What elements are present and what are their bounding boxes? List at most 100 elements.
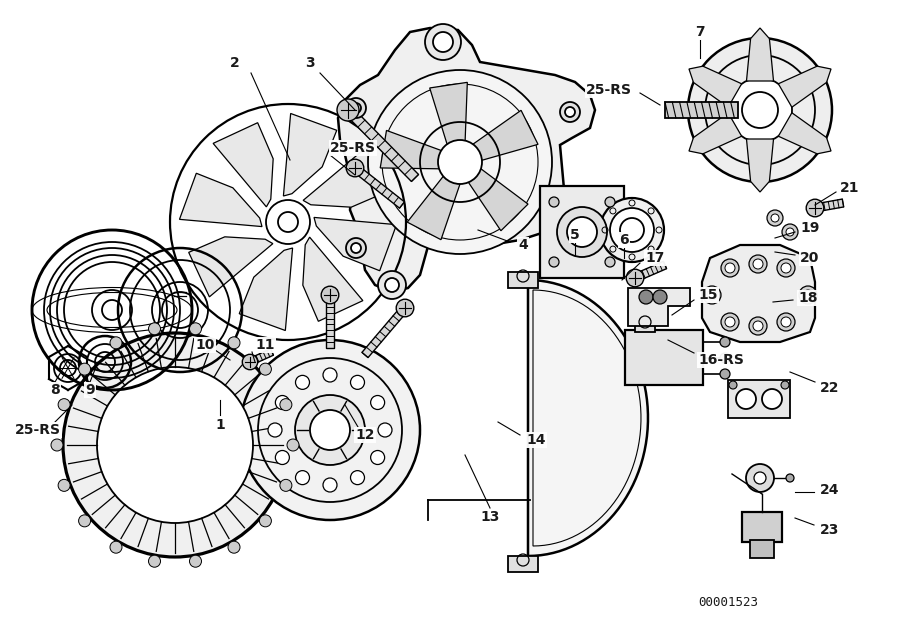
Circle shape: [565, 107, 575, 117]
Polygon shape: [248, 349, 274, 365]
Text: 17: 17: [645, 251, 664, 265]
Polygon shape: [302, 237, 363, 321]
Text: 10: 10: [195, 338, 215, 352]
Polygon shape: [429, 83, 467, 144]
Polygon shape: [746, 28, 773, 81]
Circle shape: [396, 299, 414, 317]
Polygon shape: [239, 248, 292, 331]
Circle shape: [639, 290, 653, 304]
Circle shape: [799, 286, 817, 304]
Circle shape: [295, 471, 310, 485]
Circle shape: [266, 200, 310, 244]
Polygon shape: [213, 123, 274, 207]
Circle shape: [110, 541, 122, 553]
Text: 11: 11: [255, 338, 274, 352]
Circle shape: [275, 396, 290, 410]
Circle shape: [600, 198, 664, 262]
Bar: [540, 186, 624, 278]
Circle shape: [190, 323, 202, 335]
Circle shape: [749, 317, 767, 335]
Circle shape: [259, 363, 272, 375]
Polygon shape: [284, 114, 337, 196]
Text: 6: 6: [619, 233, 629, 247]
Circle shape: [371, 396, 384, 410]
Polygon shape: [625, 330, 703, 385]
Circle shape: [549, 257, 559, 267]
Circle shape: [280, 479, 292, 491]
Circle shape: [78, 515, 91, 527]
Circle shape: [321, 286, 338, 304]
Polygon shape: [634, 262, 667, 282]
Polygon shape: [814, 199, 843, 212]
Polygon shape: [380, 130, 441, 169]
Circle shape: [806, 199, 824, 217]
Circle shape: [287, 439, 299, 451]
Circle shape: [51, 439, 63, 451]
Polygon shape: [778, 113, 831, 154]
Text: 15: 15: [698, 288, 717, 302]
Circle shape: [720, 353, 730, 363]
Text: 9: 9: [86, 383, 94, 397]
Circle shape: [438, 140, 482, 184]
Polygon shape: [628, 288, 690, 326]
Circle shape: [736, 389, 756, 409]
Circle shape: [337, 99, 359, 121]
Circle shape: [777, 259, 795, 277]
Circle shape: [720, 337, 730, 347]
Circle shape: [350, 375, 365, 389]
Circle shape: [323, 478, 337, 492]
Circle shape: [278, 212, 298, 232]
Circle shape: [753, 321, 763, 331]
Circle shape: [707, 290, 717, 300]
Text: 18: 18: [798, 291, 817, 305]
Circle shape: [560, 102, 580, 122]
Bar: [508, 272, 538, 288]
Polygon shape: [702, 245, 815, 342]
Text: 5: 5: [570, 228, 580, 242]
Circle shape: [346, 238, 366, 258]
Circle shape: [242, 354, 257, 370]
Polygon shape: [689, 66, 742, 107]
Circle shape: [653, 290, 667, 304]
Circle shape: [725, 317, 735, 327]
Circle shape: [378, 423, 392, 437]
Polygon shape: [189, 237, 273, 297]
Circle shape: [754, 472, 766, 484]
Circle shape: [557, 207, 607, 257]
Text: 7: 7: [695, 25, 705, 39]
Polygon shape: [345, 107, 418, 182]
Polygon shape: [472, 110, 538, 160]
Polygon shape: [468, 169, 528, 231]
Circle shape: [767, 210, 783, 226]
Polygon shape: [778, 66, 831, 107]
Text: 4: 4: [518, 238, 527, 252]
Circle shape: [688, 38, 832, 182]
Text: 19: 19: [800, 221, 819, 235]
Text: 24: 24: [820, 483, 840, 497]
Circle shape: [351, 103, 361, 113]
Circle shape: [749, 255, 767, 273]
Circle shape: [268, 423, 282, 437]
Circle shape: [378, 271, 406, 299]
Text: 25-RS: 25-RS: [15, 423, 61, 437]
Circle shape: [148, 323, 160, 335]
Circle shape: [605, 197, 615, 207]
Circle shape: [190, 555, 202, 567]
Polygon shape: [408, 177, 460, 239]
Text: 1: 1: [215, 418, 225, 432]
Circle shape: [97, 367, 253, 523]
Circle shape: [549, 197, 559, 207]
Text: 21: 21: [840, 181, 860, 195]
Bar: [635, 310, 655, 332]
Circle shape: [433, 32, 453, 52]
Polygon shape: [665, 102, 738, 118]
Circle shape: [626, 269, 644, 287]
Circle shape: [610, 208, 654, 252]
Bar: [750, 540, 774, 558]
Text: 13: 13: [481, 510, 500, 524]
Polygon shape: [353, 165, 404, 208]
Circle shape: [346, 159, 364, 177]
Circle shape: [148, 555, 160, 567]
Circle shape: [228, 337, 240, 349]
Circle shape: [78, 363, 91, 375]
